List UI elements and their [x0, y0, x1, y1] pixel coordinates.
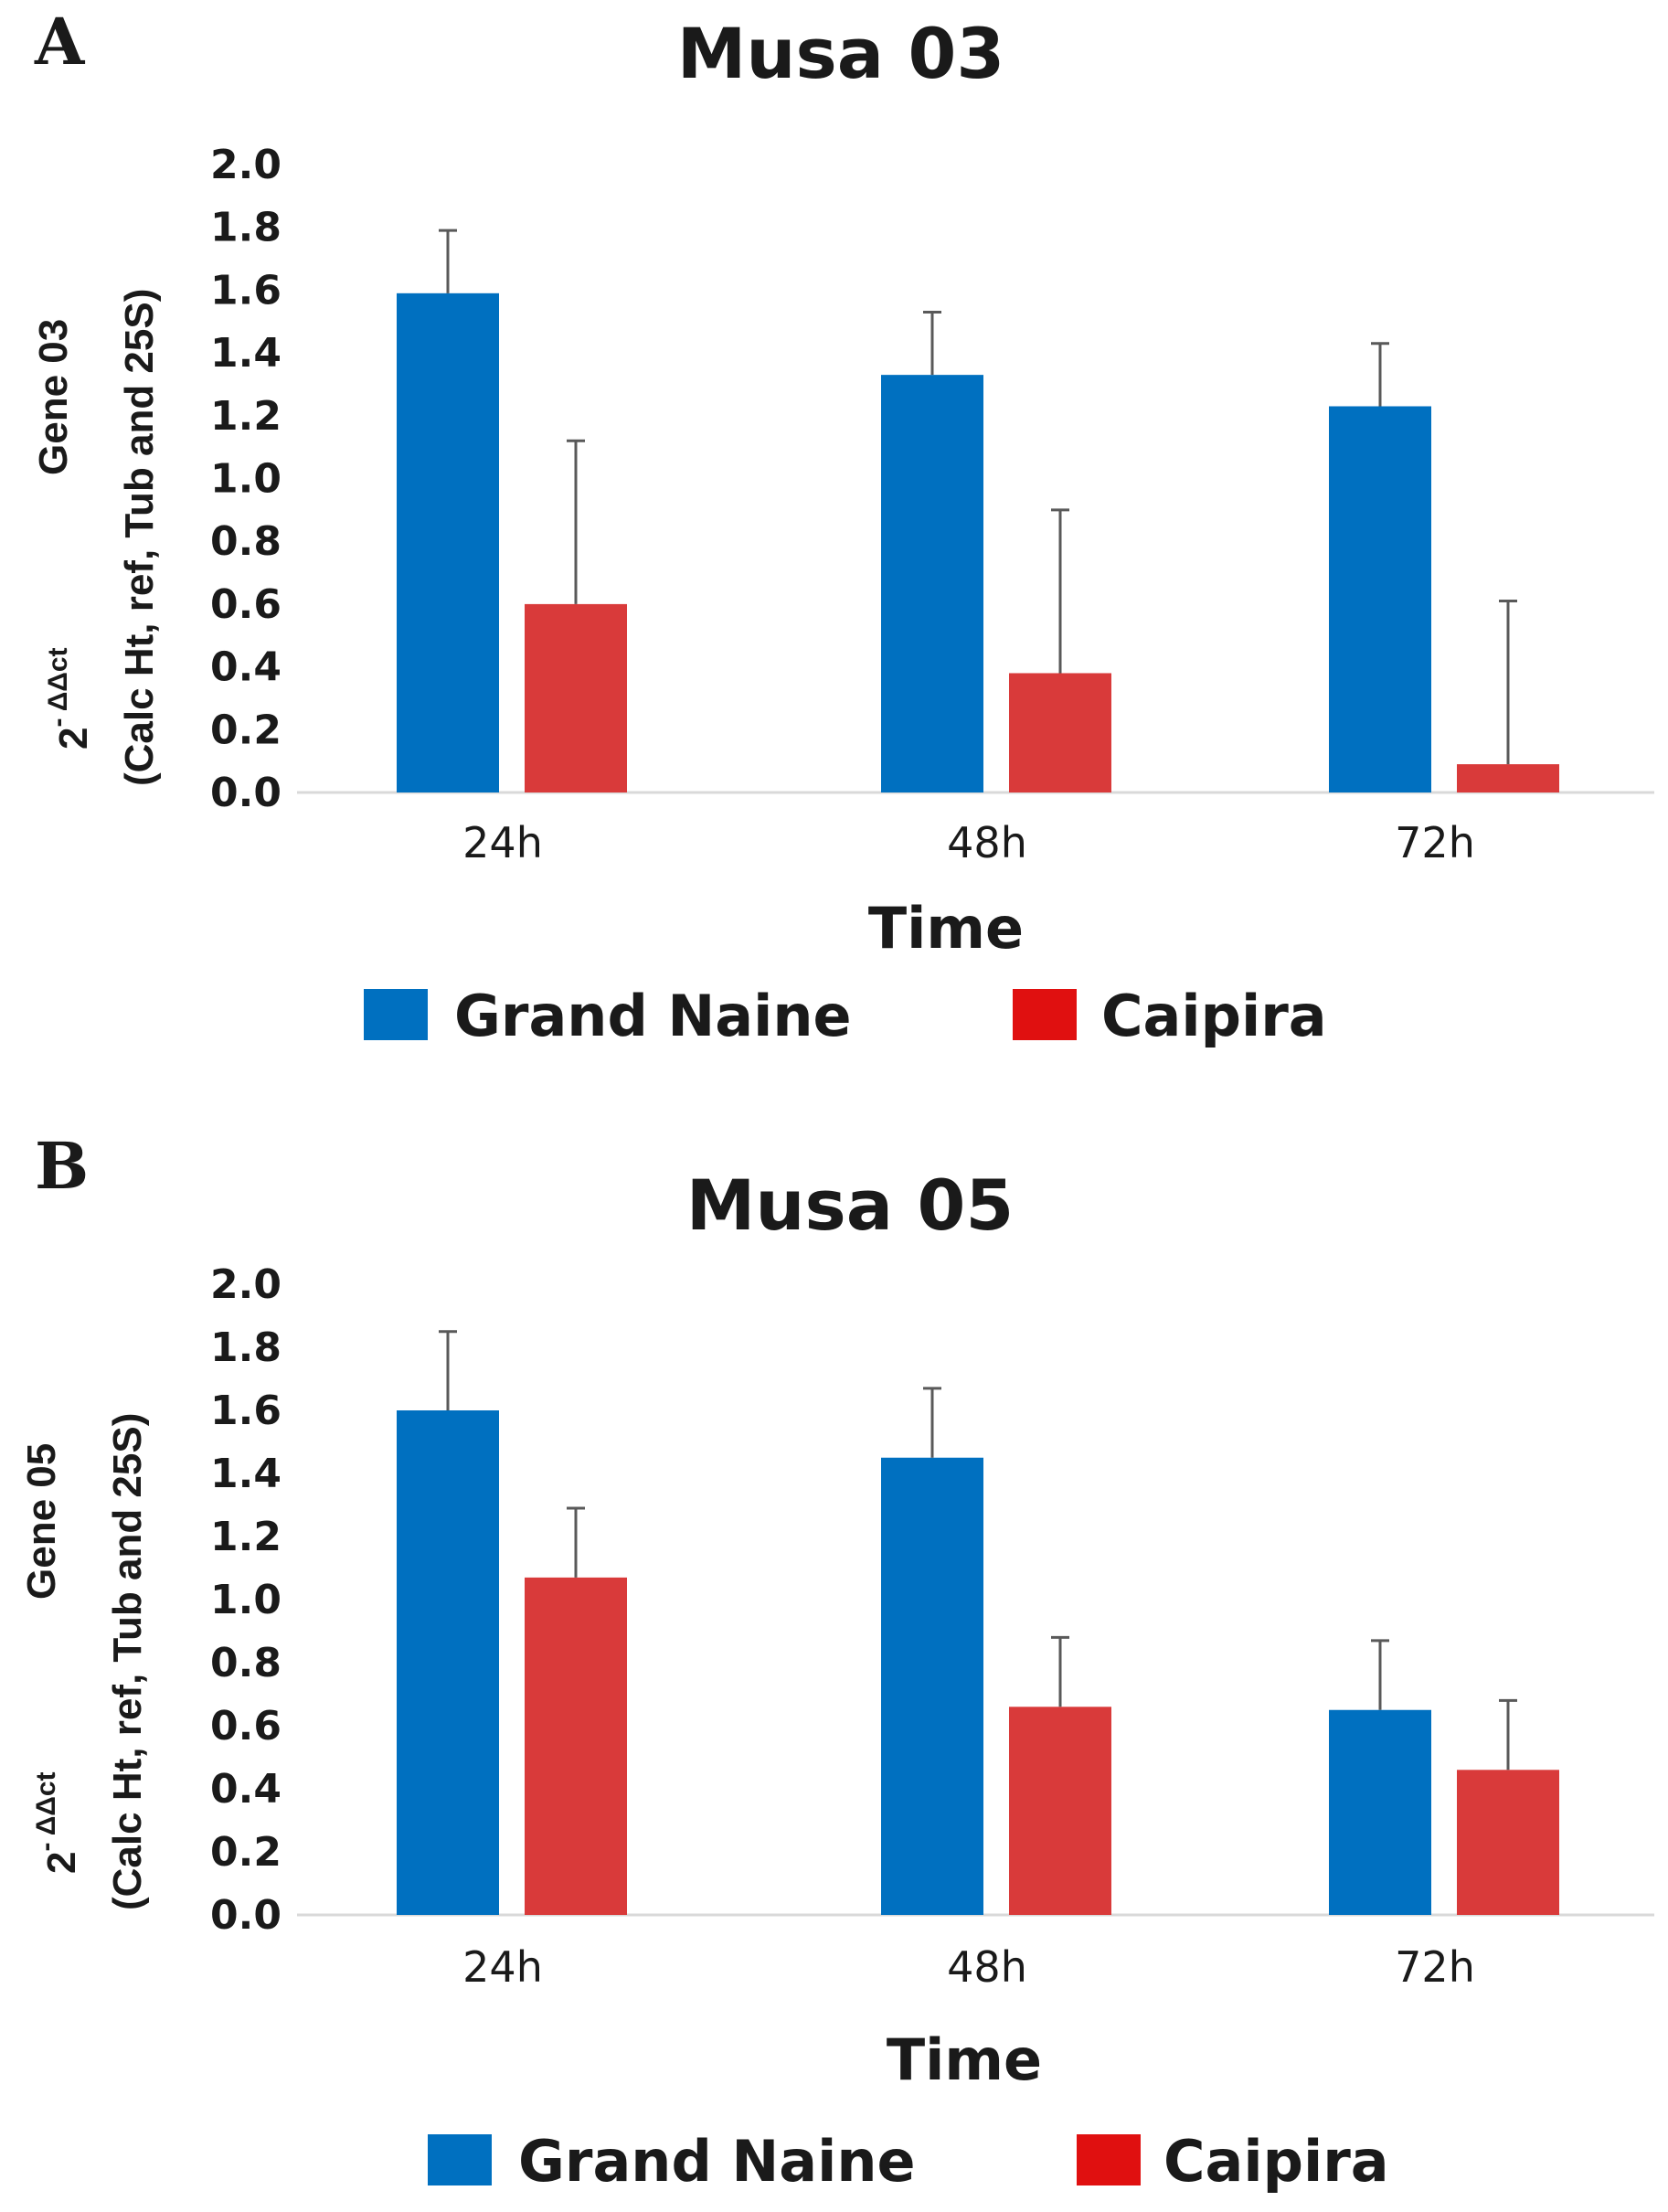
y-tick-labels: 0.0 0.2 0.4 0.6 0.8 1.0 1.2 1.4 1.6 1.8 2.0 [210, 142, 282, 816]
chart-panel-a: A Musa 03 2- ΔΔct Gene 03 (Calc Ht, ref,… [31, 4, 1654, 1049]
y-axis-label: 2- ΔΔct Gene 05 (Calc Ht, ref, Tub and 2… [19, 1413, 150, 1910]
bar-caipira-72h [1457, 764, 1559, 792]
y-tick-label: 1.4 [210, 330, 282, 377]
legend: Grand Naine Caipira [428, 2128, 1389, 2195]
y-axis-gene: Gene 03 [31, 319, 76, 475]
panel-letter-b: B [35, 1128, 89, 1204]
chart-panel-b: B Musa 05 2- ΔΔct Gene 05 (Calc Ht, ref,… [19, 1128, 1654, 2195]
panel-letter-a: A [34, 4, 86, 80]
x-tick-labels: 24h 48h 72h [462, 818, 1475, 867]
bar-caipira-24h [525, 1577, 627, 1915]
x-tick-label: 72h [1395, 1942, 1475, 1992]
y-tick-label: 1.0 [210, 1577, 282, 1623]
bar-grand-naine-24h [397, 292, 499, 793]
x-tick-label: 24h [462, 818, 543, 867]
legend-swatch-grand-naine [364, 989, 428, 1040]
y-axis-calc: (Calc Ht, ref, Tub and 25S) [117, 289, 162, 786]
y-tick-label: 0.4 [210, 644, 282, 691]
y-tick-label: 0.6 [210, 581, 282, 628]
y-tick-labels: 0.0 0.2 0.4 0.6 0.8 1.0 1.2 1.4 1.6 1.8 2.0 [210, 1261, 282, 1939]
legend-label-caipira: Caipira [1163, 2128, 1389, 2195]
bar-grand-naine-48h [881, 1457, 983, 1915]
y-tick-label: 0.2 [210, 707, 282, 753]
y-tick-label: 0.6 [210, 1703, 282, 1749]
legend-label-grand-naine: Grand Naine [454, 983, 852, 1049]
y-axis-label: 2- ΔΔct Gene 03 (Calc Ht, ref, Tub and 2… [31, 289, 162, 786]
bars [397, 1330, 1559, 1915]
y-tick-label: 0.0 [210, 1892, 282, 1939]
legend-label-grand-naine: Grand Naine [518, 2128, 916, 2195]
y-tick-label: 1.2 [210, 393, 282, 440]
y-tick-label: 1.0 [210, 456, 282, 503]
bar-caipira-48h [1009, 1707, 1111, 1915]
legend-swatch-caipira [1013, 989, 1077, 1040]
bar-caipira-48h [1009, 673, 1111, 792]
x-tick-label: 24h [462, 1942, 543, 1992]
legend-swatch-caipira [1077, 2134, 1141, 2185]
y-axis-gene: Gene 05 [19, 1443, 64, 1600]
y-tick-label: 0.8 [210, 518, 282, 565]
x-axis-label: Time [887, 2026, 1042, 2093]
legend-label-caipira: Caipira [1101, 983, 1327, 1049]
y-tick-label: 2.0 [210, 142, 282, 188]
x-tick-label: 72h [1395, 818, 1475, 867]
y-tick-label: 1.8 [210, 205, 282, 251]
y-tick-label: 0.2 [210, 1829, 282, 1876]
y-tick-label: 1.6 [210, 267, 282, 314]
bars [397, 229, 1559, 793]
legend-swatch-grand-naine [428, 2134, 492, 2185]
bar-grand-naine-72h [1329, 1709, 1431, 1915]
y-axis-expression: 2- ΔΔct [31, 1771, 84, 1874]
x-tick-labels: 24h 48h 72h [462, 1942, 1475, 1992]
y-tick-label: 1.8 [210, 1324, 282, 1371]
y-tick-label: 1.2 [210, 1514, 282, 1560]
bar-caipira-72h [1457, 1770, 1559, 1915]
y-tick-label: 2.0 [210, 1261, 282, 1308]
chart-title: Musa 05 [686, 1164, 1014, 1246]
y-tick-label: 1.6 [210, 1388, 282, 1434]
x-axis-label: Time [868, 895, 1024, 962]
y-tick-label: 0.8 [210, 1640, 282, 1686]
x-tick-label: 48h [947, 1942, 1027, 1992]
bar-caipira-24h [525, 603, 627, 792]
y-tick-label: 0.4 [210, 1766, 282, 1813]
chart-title: Musa 03 [677, 13, 1004, 94]
x-tick-label: 48h [947, 818, 1027, 867]
y-tick-label: 0.0 [210, 770, 282, 816]
y-axis-expression: 2- ΔΔct [43, 647, 96, 750]
y-axis-calc: (Calc Ht, ref, Tub and 25S) [105, 1413, 150, 1910]
bar-grand-naine-72h [1329, 406, 1431, 792]
bar-grand-naine-24h [397, 1410, 499, 1915]
legend: Grand Naine Caipira [364, 983, 1327, 1049]
y-tick-label: 1.4 [210, 1451, 282, 1497]
bar-grand-naine-48h [881, 375, 983, 792]
